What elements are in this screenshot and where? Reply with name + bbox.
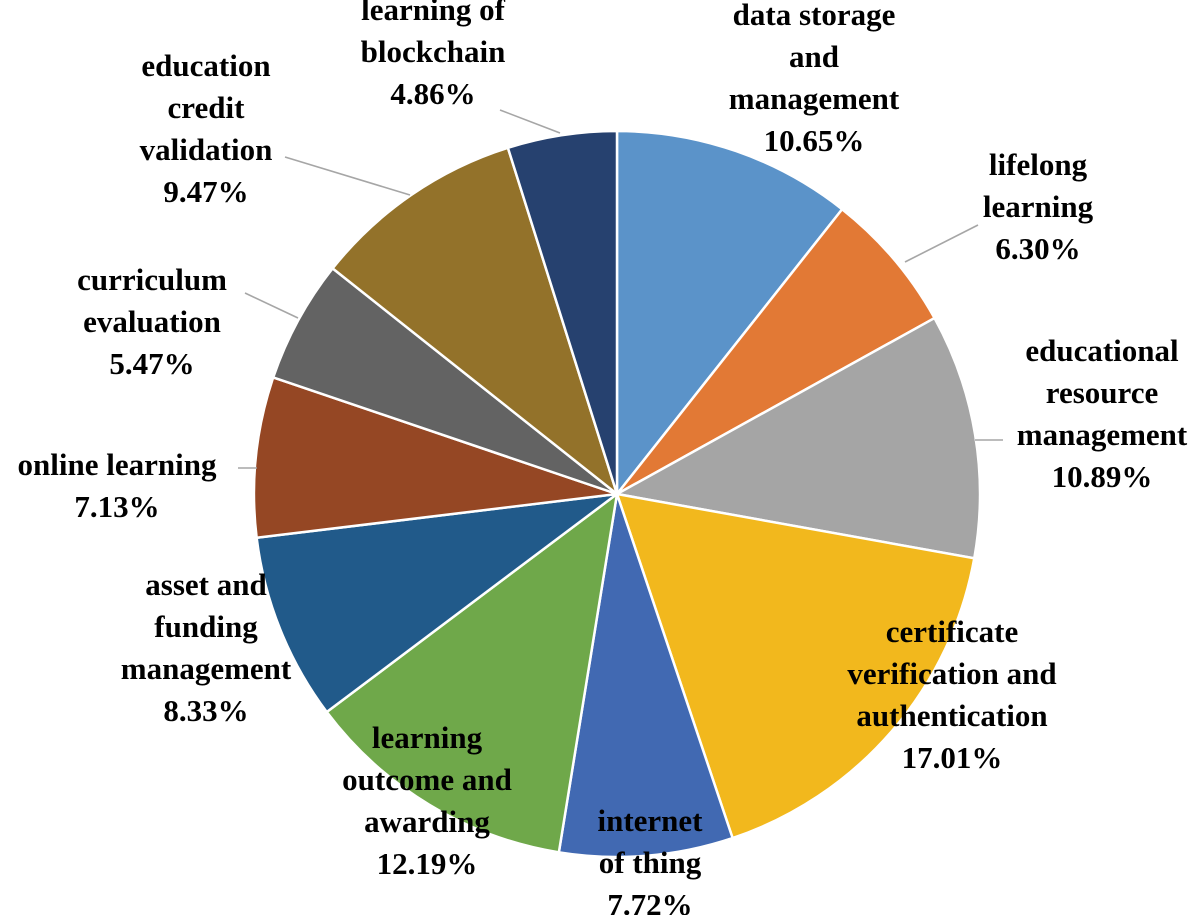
slice-label: lifelong learning 6.30%: [983, 147, 1094, 266]
slice-name-line: education: [141, 48, 270, 83]
pie-slices: [252, 129, 982, 859]
slice-name-line: educational: [1025, 333, 1179, 368]
slice-label: data storage and management 10.65%: [729, 0, 900, 158]
slice-name-line: of thing: [599, 845, 702, 880]
slice-percent: 8.33%: [163, 693, 248, 728]
slice-percent: 12.19%: [377, 846, 478, 881]
slice-percent: 17.01%: [902, 740, 1003, 775]
slice-name-line: learning of: [361, 0, 505, 27]
pie-slice: [615, 129, 844, 498]
leader-line: [499, 109, 561, 134]
slice-percent: 6.30%: [995, 231, 1080, 266]
slice-label: internet of thing 7.72%: [597, 803, 703, 915]
slice-percent: 7.13%: [74, 489, 159, 524]
slice-name-line: credit: [168, 90, 246, 125]
slice-name-line: lifelong: [989, 147, 1088, 182]
slice-name-line: blockchain: [361, 34, 506, 69]
slice-labels: data storage and management 10.65%lifelong l…: [18, 0, 1188, 915]
slice-name-line: evaluation: [83, 304, 221, 339]
slice-name-line: management: [1017, 417, 1188, 452]
slice-name-line: internet: [597, 803, 703, 838]
slice-percent: 4.86%: [390, 76, 475, 111]
slice-name-line: management: [729, 81, 900, 116]
pie-slice: [616, 207, 937, 496]
slice-name-line: learning: [372, 720, 483, 755]
pie-slice: [252, 375, 618, 540]
slice-percent: 10.65%: [764, 123, 865, 158]
slice-name-line: online learning: [18, 447, 217, 482]
slice-name-line: verification and: [847, 656, 1056, 691]
slice-name-line: validation: [140, 132, 273, 167]
slice-name-line: certificate: [886, 614, 1019, 649]
slice-name-line: resource: [1046, 375, 1158, 410]
slice-label: asset and funding management 8.33%: [121, 567, 292, 728]
pie-slice: [613, 316, 982, 560]
slice-percent: 9.47%: [163, 174, 248, 209]
slice-name-line: and: [789, 39, 839, 74]
slice-percent: 7.72%: [607, 887, 692, 915]
pie-slice: [324, 491, 619, 854]
pie-slice: [255, 492, 622, 714]
slice-label: educational resource management 10.89%: [1017, 333, 1188, 494]
slice-label: learning of blockchain 4.86%: [361, 0, 506, 111]
slice-name-line: curriculum: [77, 262, 227, 297]
slice-name-line: awarding: [364, 804, 490, 839]
slice-name-line: authentication: [856, 698, 1047, 733]
slice-name-line: funding: [154, 609, 258, 644]
slice-percent: 5.47%: [109, 346, 194, 381]
slice-label: certificate verification and authenticatio…: [847, 614, 1056, 775]
slice-label: online learning 7.13%: [18, 447, 217, 524]
leader-line: [904, 224, 979, 263]
slice-label: education credit validation 9.47%: [140, 48, 273, 209]
slice-name-line: asset and: [145, 567, 266, 602]
pie-slice: [330, 146, 620, 498]
slice-name-line: outcome and: [342, 762, 512, 797]
leader-lines: [238, 109, 1003, 469]
slice-percent: 10.89%: [1052, 459, 1153, 494]
slice-name-line: data storage: [733, 0, 896, 32]
slice-name-line: learning: [983, 189, 1094, 224]
pie-slice: [506, 129, 619, 495]
slice-label: curriculum evaluation 5.47%: [77, 262, 227, 381]
slice-name-line: management: [121, 651, 292, 686]
leader-line: [284, 156, 411, 196]
pie-slice: [615, 492, 976, 840]
slice-label: learning outcome and awarding 12.19%: [342, 720, 512, 881]
leader-line: [244, 292, 299, 319]
